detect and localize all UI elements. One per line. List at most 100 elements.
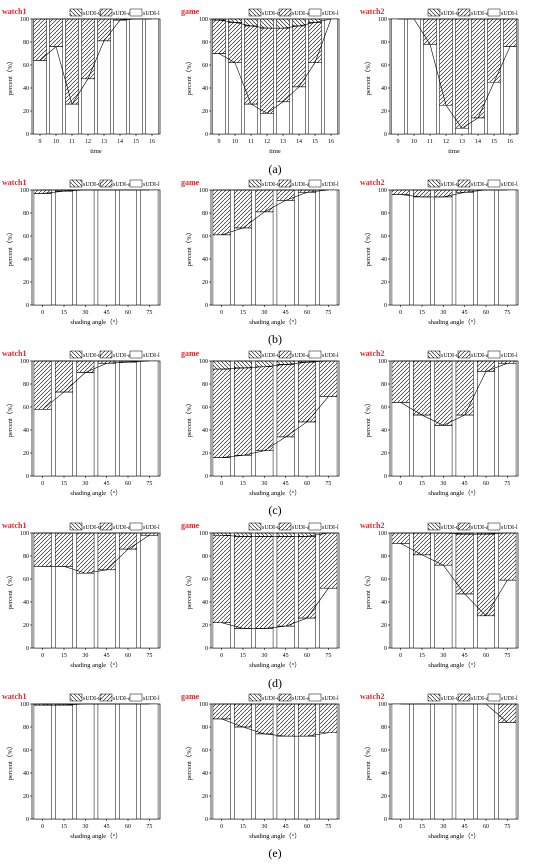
legend-label: sUDI-a xyxy=(292,11,310,17)
sudi-a-boundary-line xyxy=(400,532,508,535)
legend-swatch xyxy=(427,693,441,702)
bar-sudi-a xyxy=(119,532,137,550)
y-tick-label: 0 xyxy=(205,303,208,309)
y-axis-label: percent（%） xyxy=(6,58,14,96)
x-tick-label: 75 xyxy=(325,653,331,659)
bar-sudi-l xyxy=(140,703,159,820)
bar-sudi-l xyxy=(255,211,274,306)
bar-sudi-a xyxy=(276,703,295,737)
bar-sudi-l xyxy=(455,128,469,135)
x-tick-label: 15 xyxy=(419,310,425,316)
legend-label: sUDI-a xyxy=(113,525,131,531)
bar-sudi-l xyxy=(434,564,453,649)
legend-swatch xyxy=(129,8,143,17)
bar-sudi-a xyxy=(391,360,410,403)
plot-frame xyxy=(210,18,340,135)
y-tick-label: 0 xyxy=(205,646,208,652)
chart-panel-game-1: game sUDI-u sUDI-a sUDI-l 0 20 40 60 80 100 percen… xyxy=(181,178,340,326)
bar-sudi-a xyxy=(455,360,474,416)
sudi-l-boundary-line xyxy=(218,18,332,114)
legend-swatch xyxy=(308,693,322,702)
chart-title: watch1 xyxy=(2,178,26,187)
legend-swatch xyxy=(278,522,292,531)
x-tick-label: 45 xyxy=(283,824,289,830)
y-tick-label: 20 xyxy=(202,451,208,457)
legend-swatch xyxy=(457,179,471,188)
bar-sudi-a xyxy=(308,22,322,63)
x-tick-label: 12 xyxy=(85,139,91,145)
bar-sudi-a xyxy=(33,703,52,706)
y-tick-label: 0 xyxy=(205,474,208,480)
y-tick-label: 0 xyxy=(26,132,29,138)
y-tick-label: 40 xyxy=(23,86,29,92)
chart-title: game xyxy=(181,349,200,358)
bar-sudi-l xyxy=(391,543,410,649)
y-tick-label: 60 xyxy=(23,63,29,69)
bar-sudi-l xyxy=(97,569,116,649)
bar-sudi-l xyxy=(212,53,226,135)
y-tick-label: 60 xyxy=(202,63,208,69)
y-tick-label: 60 xyxy=(23,234,29,240)
bar-sudi-u xyxy=(276,532,295,537)
y-tick-label: 20 xyxy=(23,451,29,457)
bar-sudi-a xyxy=(255,366,274,451)
bar-sudi-l xyxy=(276,200,295,306)
chart-title: game xyxy=(181,521,200,530)
x-tick-label: 45 xyxy=(283,310,289,316)
legend-swatch xyxy=(278,8,292,17)
bar-sudi-l xyxy=(76,372,95,477)
legend-swatch xyxy=(69,693,83,702)
bar-sudi-u xyxy=(212,532,231,536)
x-tick-label: 10 xyxy=(53,139,59,145)
chart-title: watch1 xyxy=(2,692,26,701)
bar-sudi-l xyxy=(212,718,231,820)
y-tick-label: 20 xyxy=(23,109,29,115)
bar-sudi-u xyxy=(212,18,226,21)
bar-sudi-l xyxy=(276,436,295,477)
bar-sudi-l xyxy=(391,194,410,306)
bar-sudi-a xyxy=(65,18,79,105)
y-tick-label: 60 xyxy=(202,405,208,411)
bar-sudi-a xyxy=(255,703,274,735)
y-tick-label: 0 xyxy=(384,474,387,480)
legend-swatch xyxy=(248,693,262,702)
y-tick-label: 100 xyxy=(199,17,208,23)
legend-swatch xyxy=(457,8,471,17)
x-tick-label: 11 xyxy=(248,139,254,145)
bar-sudi-a xyxy=(76,360,95,373)
bar-sudi-l xyxy=(319,189,338,306)
legend-label: sUDI-u xyxy=(441,353,459,359)
bar-sudi-a xyxy=(292,25,306,88)
x-tick-label: 45 xyxy=(462,481,468,487)
x-tick-label: 0 xyxy=(399,310,402,316)
x-tick-label: 15 xyxy=(240,310,246,316)
bar-sudi-a xyxy=(298,703,316,737)
x-tick-label: 16 xyxy=(507,139,513,145)
bar-sudi-a xyxy=(455,18,469,129)
x-tick-label: 13 xyxy=(459,139,465,145)
x-tick-label: 60 xyxy=(304,310,310,316)
x-axis-label: shading angle（°） xyxy=(428,318,480,326)
y-axis-label: percent（%） xyxy=(185,743,193,781)
x-tick-label: 30 xyxy=(82,653,88,659)
bar-sudi-l xyxy=(140,535,159,649)
y-tick-label: 40 xyxy=(202,257,208,263)
x-tick-label: 15 xyxy=(133,139,139,145)
y-tick-label: 40 xyxy=(23,257,29,263)
bar-sudi-l xyxy=(234,726,252,820)
x-tick-label: 16 xyxy=(149,139,155,145)
chart-title: watch2 xyxy=(360,692,384,701)
y-tick-label: 80 xyxy=(23,554,29,560)
bar-sudi-l xyxy=(97,189,116,306)
y-tick-label: 40 xyxy=(381,600,387,606)
x-tick-label: 75 xyxy=(146,824,152,830)
bar-sudi-l xyxy=(212,622,231,649)
x-tick-label: 75 xyxy=(146,653,152,659)
y-tick-label: 60 xyxy=(381,577,387,583)
bar-sudi-l xyxy=(477,371,495,477)
legend-label: sUDI-a xyxy=(292,353,310,359)
y-tick-label: 100 xyxy=(199,702,208,708)
chart-panel-watch1-2: watch1 sUDI-u sUDI-a sUDI-l 0 20 40 60 80 100 perc… xyxy=(2,349,161,497)
x-tick-label: 10 xyxy=(411,139,417,145)
chart-panel-watch2-2: watch2 sUDI-u sUDI-a sUDI-l 0 20 40 60 80 100 perc… xyxy=(360,349,519,497)
